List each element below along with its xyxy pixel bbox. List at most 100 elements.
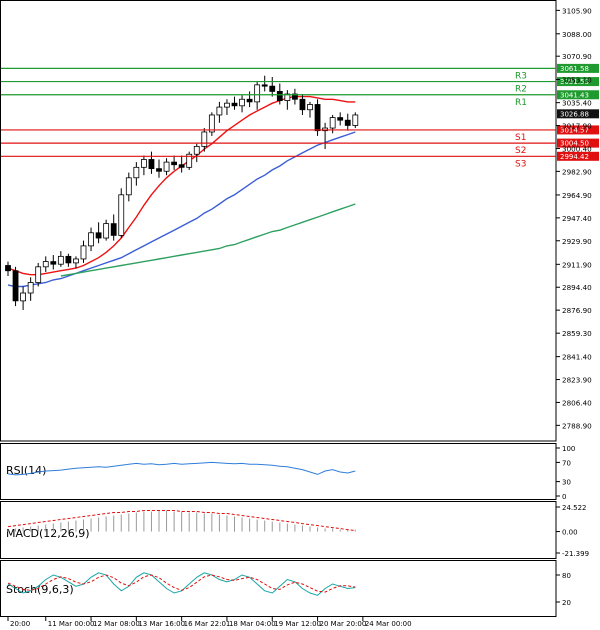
candle-body-bear xyxy=(148,159,155,170)
stoch-d-line xyxy=(7,574,356,593)
candle-body-bear xyxy=(344,119,351,126)
price-tick-label: 2806.40 xyxy=(562,398,592,407)
time-tick-label: 24 Mar 00:00 xyxy=(365,620,412,628)
macd-tick-label: 24.522 xyxy=(562,504,587,512)
level-tag-s3: 2994.42 xyxy=(560,153,589,161)
stoch-tick-label: 80 xyxy=(562,572,571,580)
time-tick-label: 11 Mar 00:00 xyxy=(48,620,95,628)
candle-body-bear xyxy=(231,102,238,107)
level-tag-r1: 3041.43 xyxy=(560,91,589,99)
candle xyxy=(95,222,102,244)
candle-body-bear xyxy=(156,168,162,172)
candle xyxy=(148,151,155,174)
candle-body-bull xyxy=(284,93,291,101)
stoch-tick-label: 20 xyxy=(562,599,571,607)
price-axis: 3105.90 3088.00 3070.90 3053.10 3035.40 3017.… xyxy=(556,6,592,430)
candle-body-bull xyxy=(27,282,34,294)
candle-body-bull xyxy=(193,145,200,155)
rsi-panel: 100 70 30 0 RSI(14) xyxy=(6,445,575,501)
candle-body-bear xyxy=(314,104,321,132)
candle-body-bear xyxy=(276,91,283,101)
candle-body-bull xyxy=(133,166,140,179)
price-tick-label: 3035.40 xyxy=(562,99,592,108)
candles xyxy=(5,75,359,311)
level-label-s1: S1 xyxy=(515,133,526,143)
macd-label: MACD(12,26,9) xyxy=(6,527,90,540)
ma-line-3 xyxy=(60,203,356,277)
candle-body-bull xyxy=(163,161,170,172)
level-label-s3: S3 xyxy=(515,159,526,169)
candle-body-bull xyxy=(88,232,94,247)
rsi-tick-label: 0 xyxy=(562,493,566,501)
candle xyxy=(140,155,147,176)
macd-tick-label: 0.00 xyxy=(562,529,578,537)
main-panel-border xyxy=(0,0,557,442)
candle-body-bull xyxy=(186,153,193,168)
candle xyxy=(208,112,215,136)
ma-line-2 xyxy=(7,131,356,288)
candle xyxy=(193,143,200,163)
rsi-tick-label: 100 xyxy=(562,445,575,453)
candle xyxy=(133,162,140,186)
candle xyxy=(269,77,276,97)
candle xyxy=(239,95,245,113)
price-tick-label: 2823.90 xyxy=(562,376,592,385)
price-tick-label: 3017.90 xyxy=(562,122,592,131)
candle-body-bull xyxy=(57,255,64,265)
time-tick-label: 16 Mar 22:01 xyxy=(184,620,231,628)
time-tick-label: 20 Mar 20:00 xyxy=(320,620,367,628)
candle-body-bear xyxy=(299,98,306,111)
level-label-r2: R2 xyxy=(515,85,527,95)
candle xyxy=(224,99,230,115)
candle xyxy=(50,255,57,270)
grid xyxy=(0,0,557,617)
candle-body-bull xyxy=(42,261,49,268)
candle xyxy=(276,83,283,105)
candle xyxy=(291,88,298,105)
candle xyxy=(12,266,19,307)
candle xyxy=(103,219,110,241)
candle xyxy=(110,214,117,241)
candle-body-bull xyxy=(224,102,230,108)
candle-body-bull xyxy=(352,114,359,126)
candle xyxy=(246,91,253,108)
time-tick-label: 19 Mar 12:00 xyxy=(274,620,321,628)
candle xyxy=(156,159,162,178)
pivot-levels: R3 3061.58 R2 3051.50 R1 3041.43 S1 3014.57 S2 30… xyxy=(1,63,599,169)
candle-body-bear xyxy=(12,270,19,302)
price-tick-label: 2982.90 xyxy=(562,167,592,176)
current-price-tag-bg xyxy=(557,109,599,119)
candle xyxy=(65,253,72,267)
ma-line-1 xyxy=(7,95,356,276)
level-tag-bg xyxy=(557,138,599,148)
price-tick-label: 3088.00 xyxy=(562,30,592,39)
level-tag-bg xyxy=(557,151,599,161)
candle xyxy=(5,261,11,276)
candle xyxy=(57,251,64,267)
price-tick-label: 2929.90 xyxy=(562,237,592,246)
candle xyxy=(186,151,193,170)
rsi-label: RSI(14) xyxy=(6,464,46,477)
candle xyxy=(20,286,27,311)
rsi-line xyxy=(7,461,356,476)
macd-tick-label: -21.399 xyxy=(562,550,589,558)
price-tick-label: 2859.30 xyxy=(562,329,592,338)
candle-body-bear xyxy=(171,161,178,166)
level-tag-r2: 3051.50 xyxy=(560,78,589,86)
candle-body-bear xyxy=(5,265,11,272)
candle-body-bear xyxy=(50,261,57,265)
level-tag-s1: 3014.57 xyxy=(560,126,589,134)
candle xyxy=(27,277,34,301)
candle-body-bear xyxy=(178,164,185,168)
candle xyxy=(73,256,79,269)
candle xyxy=(216,101,223,123)
time-tick-label: 18 Mar 04:00 xyxy=(229,620,276,628)
candle xyxy=(307,101,313,118)
candle-body-bull xyxy=(254,84,261,103)
candle-body-bull xyxy=(208,114,215,133)
candle-body-bull xyxy=(73,258,79,264)
macd-panel: 24.522 0.00 -21.399 MACD(12,26,9) xyxy=(6,504,589,558)
candle xyxy=(125,172,132,202)
